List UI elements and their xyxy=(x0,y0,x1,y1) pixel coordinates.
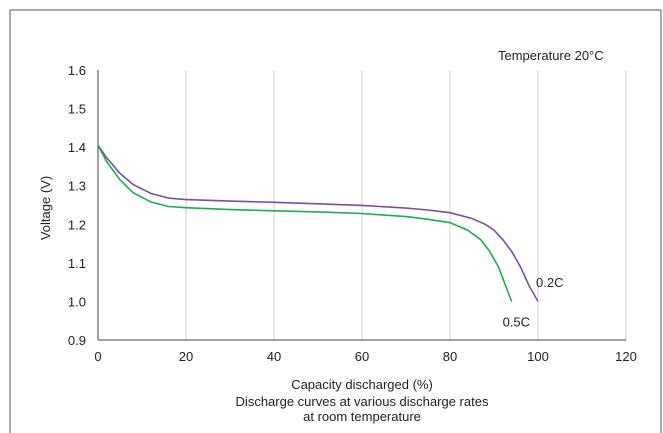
series-line-0.2c xyxy=(97,144,539,302)
series-line-0.5c xyxy=(97,144,513,302)
caption-line-2: at room temperature xyxy=(303,409,421,424)
x-tick-label-100: 100 xyxy=(527,349,549,364)
caption-line-1: Discharge curves at various discharge ra… xyxy=(236,394,489,409)
y-tick-label-1.0: 1.0 xyxy=(68,294,86,309)
y-tick-label-1.6: 1.6 xyxy=(68,63,86,78)
y-tick-label-1.4: 1.4 xyxy=(68,140,86,155)
series-label-0.5c: 0.5C xyxy=(503,315,530,330)
tick-labels: 0 20 40 60 80 100 120 0.9 1.0 1.1 1.2 1.3 1.4 1.5 1.6 xyxy=(68,63,637,364)
x-tick-label-20: 20 xyxy=(179,349,193,364)
y-tick-label-1.1: 1.1 xyxy=(68,256,86,271)
grid-lines xyxy=(185,70,627,340)
x-tick-label-0: 0 xyxy=(94,349,101,364)
y-tick-label-1.3: 1.3 xyxy=(68,179,86,194)
x-tick-label-40: 40 xyxy=(267,349,281,364)
series-lines xyxy=(97,144,539,302)
y-tick-label-1.2: 1.2 xyxy=(68,217,86,232)
axes xyxy=(97,70,626,341)
series-label-0.2c: 0.2C xyxy=(536,275,563,290)
y-tick-label-1.5: 1.5 xyxy=(68,102,86,117)
y-axis-label: Voltage (V) xyxy=(38,176,53,240)
y-tick-label-0.9: 0.9 xyxy=(68,333,86,348)
temperature-annotation: Temperature 20°C xyxy=(498,48,604,63)
x-axis-label: Capacity discharged (%) xyxy=(291,377,433,392)
x-tick-label-60: 60 xyxy=(355,349,369,364)
x-tick-label-80: 80 xyxy=(443,349,457,364)
x-tick-label-120: 120 xyxy=(615,349,637,364)
